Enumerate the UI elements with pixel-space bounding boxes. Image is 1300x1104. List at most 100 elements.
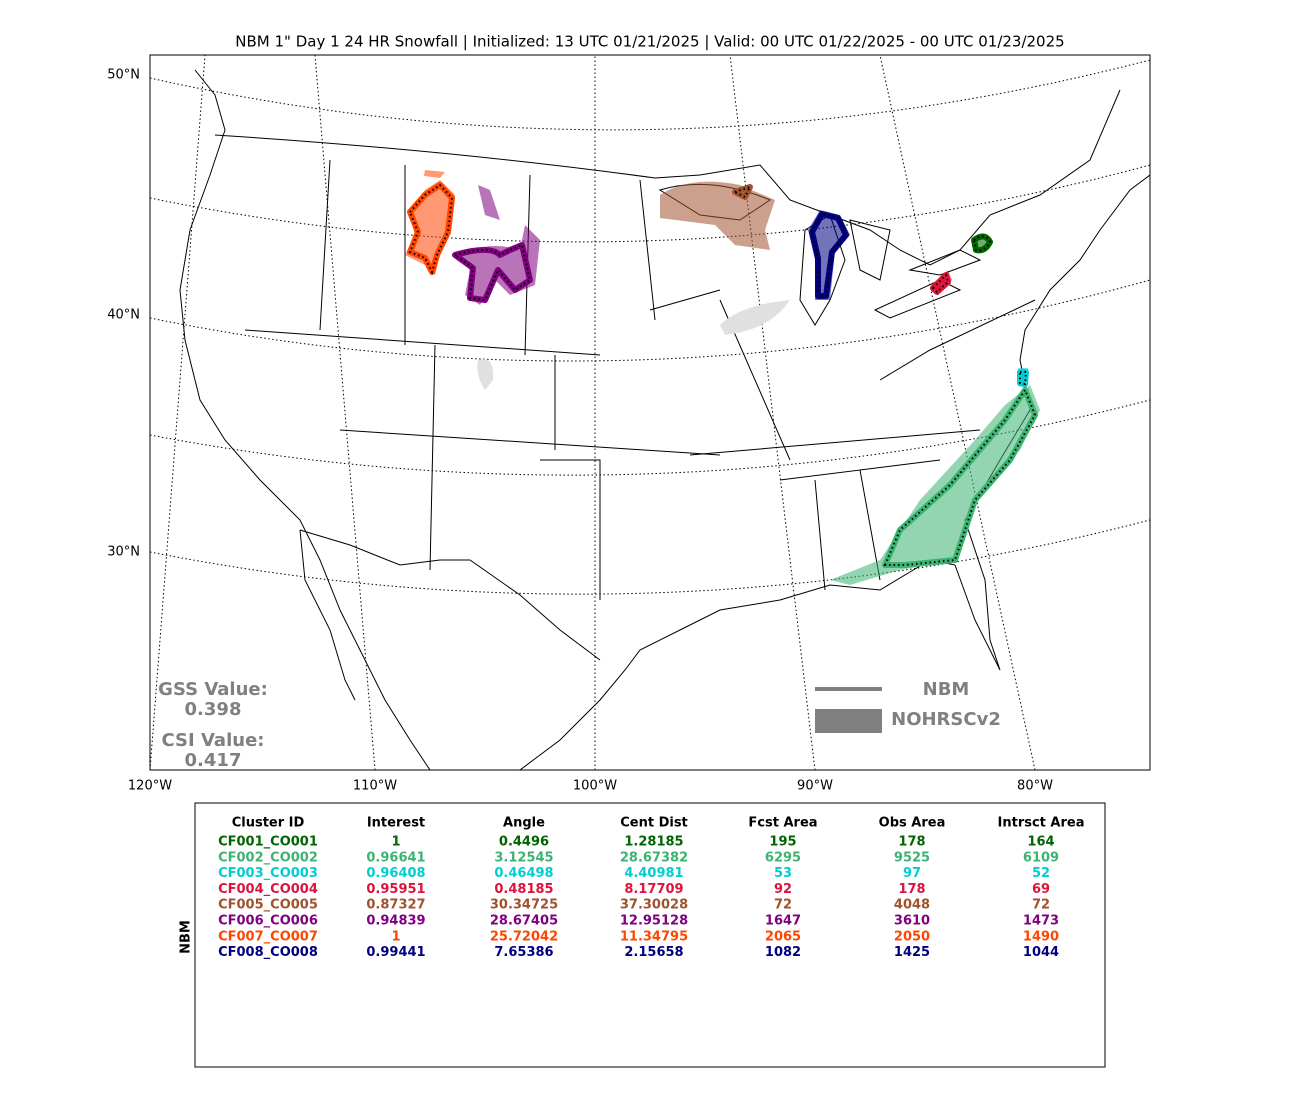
table-cell: 178 <box>898 835 925 850</box>
table-cell: 2065 <box>765 929 801 944</box>
table-cell: 0.87327 <box>366 898 425 913</box>
table-cell: 1647 <box>765 914 801 929</box>
legend-label: NOHRSCv2 <box>891 709 1001 730</box>
lon-label: 100°W <box>573 779 617 794</box>
fcst-outline-dots <box>408 183 454 275</box>
graticule <box>150 279 1150 362</box>
table-frame <box>194 802 1106 1068</box>
graticule <box>150 59 1150 131</box>
table-cell: 97 <box>903 866 921 881</box>
lake <box>873 279 962 319</box>
table-cell: 72 <box>1032 898 1050 913</box>
score-value: 0.398 <box>185 699 242 720</box>
table-cell: 0.99441 <box>366 945 425 960</box>
lon-label: 80°W <box>1017 779 1053 794</box>
fcst-outline <box>930 272 951 295</box>
table-cell: 53 <box>774 866 792 881</box>
table-cell: CF001_CO001 <box>218 835 318 850</box>
fcst-outline <box>452 242 533 303</box>
lat-label: 50°N <box>107 68 140 83</box>
table-cell: CF004_CO004 <box>218 882 318 897</box>
fcst-outline-dots <box>1019 371 1028 386</box>
fcst-outline-dots <box>810 212 848 297</box>
border <box>299 529 601 661</box>
table-cell: 1 <box>391 929 400 944</box>
snow-area <box>477 359 494 390</box>
lon-label: 90°W <box>797 779 833 794</box>
table-cell: 0.96641 <box>366 850 425 865</box>
table-cell: CF008_CO008 <box>218 945 318 960</box>
table-cell: 6295 <box>765 850 801 865</box>
table-cell: 195 <box>769 835 796 850</box>
table-body: Cluster ID Interest Angle Cent Dist Fcst Are… <box>218 816 1084 961</box>
table-cell: 28.67382 <box>620 850 688 865</box>
table-cell: 12.95128 <box>620 914 688 929</box>
table-cell: 2.15658 <box>624 945 683 960</box>
table-cell: 52 <box>1032 866 1050 881</box>
fcst-outline <box>732 184 753 200</box>
coastline <box>299 529 356 701</box>
table-cell: 4048 <box>894 898 930 913</box>
score-value: 0.417 <box>185 750 242 771</box>
map-frame <box>149 54 1151 771</box>
table-cell: 1.28185 <box>624 835 683 850</box>
table-cell: 69 <box>1032 882 1050 897</box>
table-cell: 9525 <box>894 850 930 865</box>
table-cell: 1473 <box>1023 914 1059 929</box>
table-side-label: NBM <box>179 920 194 954</box>
table-cell: 2050 <box>894 929 930 944</box>
coastline <box>179 69 431 770</box>
table-cell: 0.4496 <box>499 835 549 850</box>
column-header: Obs Area <box>879 816 946 831</box>
table-cell: 1490 <box>1023 929 1059 944</box>
column-header: Interest <box>367 816 425 831</box>
lat-labels: 50°N 40°N 30°N <box>107 68 140 560</box>
table-cell: 0.94839 <box>366 914 425 929</box>
column-header: Intrsct Area <box>998 816 1085 831</box>
table-cell: CF007_CO007 <box>218 929 318 944</box>
snow-area <box>720 300 790 335</box>
lon-label: 120°W <box>128 779 172 794</box>
table-cell: 6109 <box>1023 850 1059 865</box>
table-cell: 0.95951 <box>366 882 425 897</box>
lake <box>908 249 982 276</box>
table-cell: 30.34725 <box>490 898 558 913</box>
table-cell: CF002_CO002 <box>218 850 318 865</box>
table-cell: 25.72042 <box>490 929 558 944</box>
table-cell: 1082 <box>765 945 801 960</box>
scores: GSS Value:0.398 CSI Value:0.417 <box>158 679 268 771</box>
table-cell: 28.67405 <box>490 914 558 929</box>
table-cell: CF003_CO003 <box>218 866 318 881</box>
table-cell: 0.46498 <box>494 866 553 881</box>
fcst-outline-dots <box>732 185 752 199</box>
table-cell: CF005_CO005 <box>218 898 318 913</box>
obs-area <box>455 185 540 305</box>
column-header: Cent Dist <box>620 816 688 831</box>
lon-labels: 120°W 110°W 100°W 90°W 80°W <box>128 779 1053 794</box>
score-label: GSS Value: <box>158 679 268 700</box>
table-cell: 8.17709 <box>624 882 683 897</box>
score-label: CSI Value: <box>162 730 265 751</box>
column-header: Cluster ID <box>232 816 305 831</box>
table: NBM Cluster ID Interest Angle Cent Dist Fcst… <box>179 802 1106 1068</box>
lat-label: 30°N <box>107 545 140 560</box>
table-cell: 1044 <box>1023 945 1059 960</box>
graticule <box>729 55 816 770</box>
column-header: Fcst Area <box>748 816 817 831</box>
lon-label: 110°W <box>353 779 397 794</box>
map: 50°N 40°N 30°N 120°W 110°W 100°W 90°W 80°W GSS… <box>107 54 1151 794</box>
border <box>214 89 1121 266</box>
legend-patch <box>815 709 882 733</box>
table-cell: 7.65386 <box>494 945 553 960</box>
table-cell: 37.30028 <box>620 898 688 913</box>
table-cell: 92 <box>774 882 792 897</box>
table-cell: 3610 <box>894 914 930 929</box>
table-cell: 1425 <box>894 945 930 960</box>
table-cell: 164 <box>1027 835 1054 850</box>
column-header: Angle <box>503 816 545 831</box>
table-cell: 178 <box>898 882 925 897</box>
lake <box>849 219 891 281</box>
fcst-outline-dots <box>883 387 1037 566</box>
table-cell: 4.40981 <box>624 866 683 881</box>
